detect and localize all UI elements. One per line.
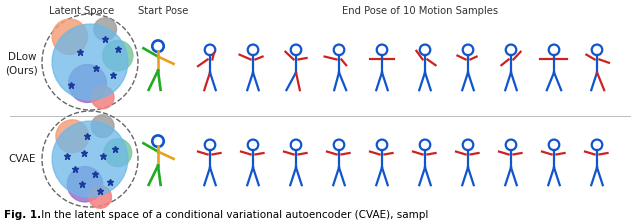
Circle shape [67,167,102,202]
Circle shape [104,139,132,167]
Circle shape [92,86,114,109]
Text: CVAE: CVAE [8,154,36,164]
Text: DLow
(Ours): DLow (Ours) [6,52,38,76]
Text: End Pose of 10 Motion Samples: End Pose of 10 Motion Samples [342,6,498,16]
Circle shape [102,41,133,71]
Circle shape [52,121,128,197]
Circle shape [52,24,128,100]
Circle shape [56,120,89,153]
Text: Latent Space: Latent Space [49,6,115,16]
Circle shape [89,185,111,208]
Circle shape [94,18,116,41]
Text: Fig. 1.: Fig. 1. [4,210,41,220]
Circle shape [68,65,106,102]
Text: In the latent space of a conditional variational autoencoder (CVAE), sampl: In the latent space of a conditional var… [38,210,428,220]
Circle shape [52,19,88,54]
Circle shape [92,115,114,138]
Text: Start Pose: Start Pose [138,6,188,16]
